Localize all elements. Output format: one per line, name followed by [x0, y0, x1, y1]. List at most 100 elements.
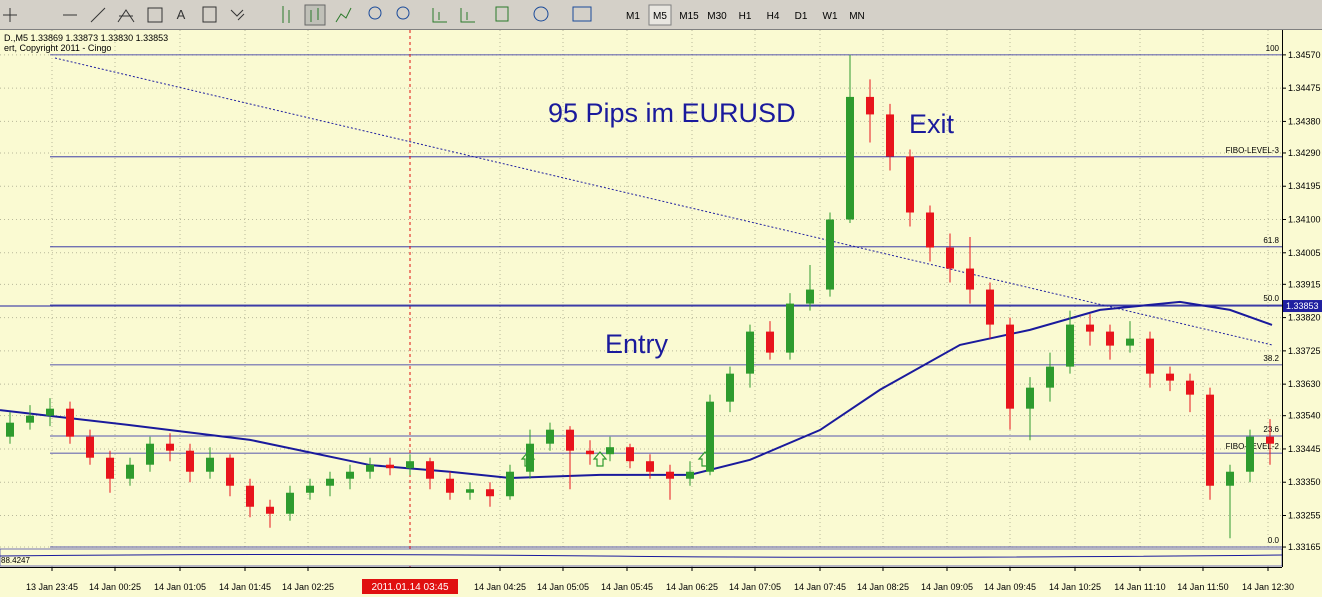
x-tick-label: 14 Jan 02:25	[282, 582, 334, 592]
candle-body	[686, 471, 694, 479]
annotation: 95 Pips im EURUSD	[548, 98, 796, 128]
y-tick-label: 1.34005	[1288, 248, 1321, 258]
x-tick-label: 14 Jan 09:05	[921, 582, 973, 592]
timeframe-label[interactable]: M5	[653, 11, 667, 22]
candle-body	[486, 489, 494, 497]
candle-body	[426, 461, 434, 479]
annotation: Entry	[605, 329, 669, 359]
zoom-out-icon[interactable]	[396, 6, 410, 20]
templates-icon[interactable]	[572, 6, 592, 22]
x-tick-label: 14 Jan 05:05	[537, 582, 589, 592]
candle-body	[1206, 394, 1214, 486]
candle-body	[806, 289, 814, 304]
timeframe-label[interactable]: H1	[739, 11, 752, 22]
y-tick-label: 1.33630	[1288, 379, 1321, 389]
y-tick-label: 1.33350	[1288, 477, 1321, 487]
candle-body	[1266, 436, 1274, 444]
candle-body	[186, 450, 194, 472]
entry-arrow	[520, 451, 536, 467]
shift-icon[interactable]	[460, 8, 475, 23]
chart-info: D.,M5 1.33869 1.33873 1.33830 1.33853	[4, 33, 168, 43]
indicators-icon[interactable]	[495, 6, 509, 22]
fib-label: 23.6	[1263, 425, 1279, 434]
candle-body	[726, 373, 734, 402]
x-tick-label: 14 Jan 05:45	[601, 582, 653, 592]
timeframe-label[interactable]: H4	[767, 11, 780, 22]
chart-area	[0, 30, 1282, 567]
candle-body	[526, 443, 534, 472]
channel-icon[interactable]	[147, 7, 163, 23]
indicator-label: 88.4247	[1, 556, 30, 565]
candle-body	[1006, 324, 1014, 409]
candle-body	[666, 471, 674, 479]
candle-body	[826, 219, 834, 290]
candle-body	[866, 96, 874, 115]
candle-body	[1046, 366, 1054, 388]
y-tick-label: 1.34570	[1288, 50, 1321, 60]
arrows-icon[interactable]	[230, 9, 245, 21]
text-tool[interactable]: A	[177, 7, 186, 22]
candle-body	[886, 114, 894, 157]
candle-body	[1086, 324, 1094, 332]
candle-body	[1246, 436, 1254, 472]
axes: 1.34570 1.34475 1.34380 1.34290 1.34195 1.341…	[26, 50, 1322, 594]
autoscroll-icon[interactable]	[432, 8, 447, 23]
timeframe-label[interactable]: M1	[626, 11, 640, 22]
candle-body	[566, 429, 574, 451]
candle-body	[206, 457, 214, 472]
timeframe-label[interactable]: D1	[795, 11, 808, 22]
y-tick-label: 1.34100	[1288, 215, 1321, 225]
candle-body	[946, 247, 954, 269]
timeframe-label[interactable]: M15	[679, 11, 699, 22]
x-tick-label: 14 Jan 06:25	[666, 582, 718, 592]
trendline-icon[interactable]	[90, 7, 106, 23]
cursor-time-label: 2011.01.14 03:45	[371, 582, 449, 593]
time-axis	[0, 567, 1322, 597]
candle-body	[66, 408, 74, 437]
candle-body	[986, 289, 994, 325]
current-price-label: 1.33853	[1286, 301, 1319, 311]
x-tick-label: 14 Jan 01:45	[219, 582, 271, 592]
toolbar-icons	[3, 4, 592, 26]
periods-icon[interactable]	[533, 6, 549, 22]
moving-average	[0, 300, 1273, 480]
x-tick-label: 14 Jan 08:25	[857, 582, 909, 592]
plot: 100FIBO-LEVEL-361.850.038.223.6FIBO-LEVE…	[0, 30, 1282, 567]
price-axis	[1282, 30, 1322, 567]
fib-label: 61.8	[1263, 236, 1279, 245]
candle-body	[966, 268, 974, 290]
candle-chart-icon[interactable]	[304, 4, 326, 26]
x-tick-label: 14 Jan 07:45	[794, 582, 846, 592]
timeframe-label[interactable]: W1	[823, 11, 838, 22]
crosshair-icon[interactable]	[3, 8, 17, 22]
timeframe-button[interactable]	[648, 4, 672, 26]
candle-body	[26, 415, 34, 423]
candle-body	[286, 492, 294, 514]
candle-body	[926, 212, 934, 248]
label-icon[interactable]	[202, 6, 217, 23]
bar-chart-icon[interactable]	[282, 6, 290, 23]
candle-body	[1066, 324, 1074, 367]
fib-label: 0.0	[1268, 536, 1280, 545]
timeframe-label[interactable]: M30	[707, 11, 727, 22]
candle-chart-glyph	[310, 8, 319, 22]
x-tick-label: 14 Jan 07:05	[729, 582, 781, 592]
fib-label: FIBO-LEVEL-3	[1226, 146, 1280, 155]
candle-body	[786, 303, 794, 353]
candle-body	[346, 471, 354, 479]
candle-body	[226, 457, 234, 486]
fibo-icon[interactable]	[117, 9, 135, 23]
zoom-in-icon[interactable]	[368, 6, 382, 20]
candle-body	[466, 489, 474, 493]
x-tick-label: 14 Jan 10:25	[1049, 582, 1101, 592]
y-tick-label: 1.33445	[1288, 444, 1321, 454]
y-tick-label: 1.34380	[1288, 116, 1321, 126]
y-tick-label: 1.33255	[1288, 511, 1321, 521]
candle-body	[146, 443, 154, 465]
candle-body	[746, 331, 754, 374]
fib-label: 50.0	[1263, 294, 1279, 303]
entry-arrow	[592, 451, 608, 467]
timeframe-label[interactable]: MN	[849, 11, 865, 22]
entry-arrow	[697, 451, 713, 467]
line-chart-icon[interactable]	[335, 7, 352, 23]
